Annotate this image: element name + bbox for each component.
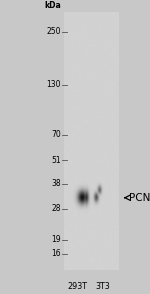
Bar [64, 12, 118, 270]
Text: 28: 28 [51, 204, 61, 213]
Text: 130: 130 [46, 80, 61, 89]
Text: kDa: kDa [44, 1, 61, 10]
Text: 250: 250 [46, 27, 61, 36]
Text: 3T3: 3T3 [95, 282, 110, 291]
Text: 19: 19 [51, 235, 61, 244]
Text: 293T: 293T [68, 282, 87, 291]
Text: PCNA: PCNA [129, 193, 150, 203]
Text: 38: 38 [51, 179, 61, 188]
Text: 70: 70 [51, 130, 61, 139]
Text: 51: 51 [51, 156, 61, 165]
Text: 16: 16 [51, 249, 61, 258]
